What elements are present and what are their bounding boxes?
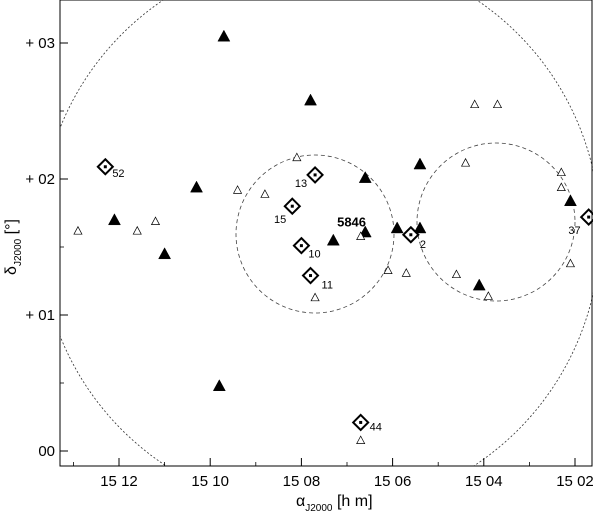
y-tick-label: + 03 [25,35,55,52]
x-axis-label: αJ2000 [h m] [296,493,373,513]
galaxy-id-label: 13 [295,178,307,190]
open-triangle-point [132,225,142,235]
diamond-center-dot [409,233,413,237]
galaxy-id-label: 2 [420,239,426,251]
open-triangle-point [401,268,411,277]
open-triangle-point [73,225,83,235]
galaxy-id-label: 44 [370,421,382,433]
x-tick-label: 15 08 [283,473,321,490]
open-triangle-point [451,269,462,279]
y-tick-label: + 01 [25,307,55,324]
diamond-center-dot [299,244,303,248]
galaxy-id-label: 11 [322,280,333,292]
filled-triangle-point [304,93,317,106]
filled-triangle-point [190,180,203,193]
x-tick-label: 15 06 [374,473,412,490]
open-triangle-point [565,258,576,268]
filled-triangle-point [358,171,372,183]
x-tick-label: 15 10 [191,473,229,490]
galaxy-id-label: 37 [568,225,580,237]
open-triangle-point [483,291,493,300]
open-triangle-point [356,435,366,444]
cluster-name-label: 5846 [337,215,366,230]
data-marks [73,29,593,444]
open-triangle-point [356,231,366,240]
diamond-center-dot [313,173,317,177]
open-triangle-point [260,189,270,198]
open-triangle-point [492,99,503,109]
filled-triangle-point [472,278,486,291]
diamond-center-dot [103,165,107,169]
filled-triangle-point [326,233,340,246]
diamond-center-dot [290,204,294,208]
y-tick-label: + 02 [25,171,55,188]
open-triangle-point [383,265,393,274]
filled-triangle-point [108,213,121,226]
group-5813-radius-circle [416,142,576,302]
filled-triangle-point [390,221,404,234]
y-axis-label: δJ2000 [°] [3,219,24,275]
text-labels: 52131510112445345374758465813 [112,168,580,434]
filled-triangle-point [413,157,427,170]
y-tick-label: 00 [38,443,55,460]
group-5846-radius-circle [235,154,395,314]
galaxy-id-label: 15 [274,214,286,226]
x-tick-label: 15 02 [556,473,593,490]
open-triangle-point [310,292,320,302]
open-diamond-point [579,208,593,226]
open-triangle-point [556,167,566,177]
filled-triangle-point [413,221,427,234]
open-triangle-point [470,99,480,109]
open-triangle-point [150,216,161,226]
filled-triangle-point [358,225,372,238]
x-tick-label: 15 04 [465,473,503,490]
galaxy-id-label: 10 [308,249,320,261]
open-triangle-point [460,157,471,167]
open-triangle-point [292,152,302,162]
filled-triangle-point [158,247,172,260]
filled-triangle-point [564,194,577,207]
filled-triangle-point [212,379,226,391]
open-triangle-point [232,185,243,194]
plot-frame [59,0,593,467]
open-triangle-point [556,182,566,192]
diamond-center-dot [309,274,313,278]
diamond-center-dot [359,420,363,424]
x-tick-label: 15 12 [100,473,138,490]
region-circles [60,0,593,466]
filled-triangle-point [217,29,231,42]
diamond-center-dot [587,215,591,219]
galaxy-id-label: 52 [112,168,124,180]
